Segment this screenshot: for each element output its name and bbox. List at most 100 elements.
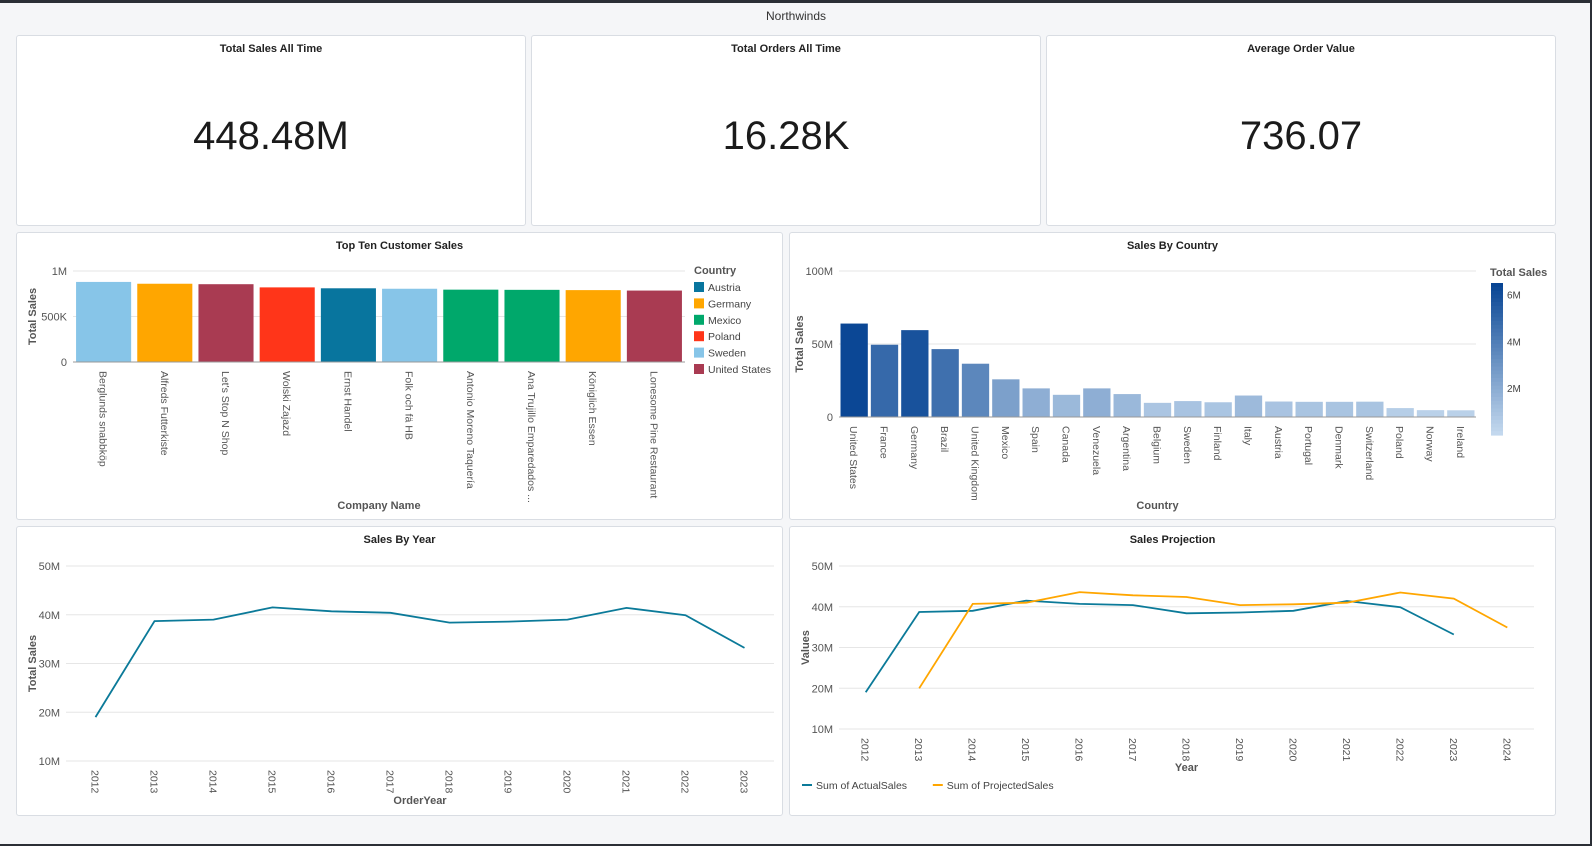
chart-panel-top-ten-customers[interactable]: Top Ten Customer Sales 0 500K 1M Total Sale… <box>16 232 783 520</box>
y-axis-title: Values <box>800 630 812 665</box>
bar <box>1356 401 1384 417</box>
window-top-border <box>0 0 1592 3</box>
y-tick-label: 50M <box>812 561 833 573</box>
legend-swatch <box>694 282 704 292</box>
x-tick-label: Norway <box>1424 426 1436 462</box>
kpi-value: 448.48M <box>193 114 349 158</box>
colorbar-segment <box>1491 343 1503 349</box>
colorbar-tick-label: 2M <box>1507 384 1521 395</box>
x-tick-label: Ernst Handel <box>341 371 353 432</box>
legend-swatch <box>694 347 704 358</box>
colorbar-segment <box>1491 305 1503 311</box>
colorbar-segment <box>1491 393 1503 398</box>
legend-swatch <box>694 364 704 374</box>
top-ten-customer-sales-chart: 0 500K 1M Total Sales Berglunds snabbköp Alfr… <box>27 265 771 512</box>
x-tick-label: 2017 <box>384 770 396 794</box>
x-tick-label: 2013 <box>912 738 924 762</box>
legend-title: Country <box>694 265 737 277</box>
bar <box>320 288 376 362</box>
colorbar-tick-label: 4M <box>1507 337 1521 348</box>
x-tick-label: Ireland <box>1454 426 1466 458</box>
x-tick-label: Antonio Moreno Taquería <box>464 371 476 489</box>
x-tick-label: 2012 <box>859 738 871 762</box>
colorbar-segment <box>1491 423 1503 428</box>
colorbar-segment <box>1491 389 1503 394</box>
x-tick-label: 2016 <box>1073 738 1085 762</box>
y-tick-label: 10M <box>39 756 60 768</box>
x-tick-label: Austria <box>1272 426 1284 459</box>
y-tick-label: 0 <box>827 412 833 424</box>
x-tick-label: Portugal <box>1302 426 1314 465</box>
sales-projection-chart: 10M 20M 30M 40M 50M Values 2012 2013 2014 2015 201… <box>800 561 1534 792</box>
kpi-card-total-orders[interactable]: Total Orders All Time 16.28K <box>531 35 1041 226</box>
legend-label: Austria <box>708 282 741 294</box>
kpi-title: Average Order Value <box>1247 43 1355 55</box>
y-tick-label: 1M <box>52 266 67 278</box>
x-tick-label: Lonesome Pine Restaurant <box>647 371 659 498</box>
colorbar-segment <box>1491 321 1503 326</box>
x-tick-label: Königlich Essen <box>586 371 598 446</box>
x-tick-label: Switzerland <box>1363 426 1375 480</box>
bar <box>1325 401 1354 417</box>
sales-by-year-chart: 10M 20M 30M 40M 50M Total Sales 2012 2013 2014 20… <box>27 561 774 807</box>
colorbar-segment <box>1491 347 1503 352</box>
x-tick-label: Belgium <box>1151 426 1163 464</box>
colorbar-segment <box>1491 397 1503 402</box>
x-tick-label: Brazil <box>938 426 950 452</box>
bar <box>443 289 499 362</box>
chart-title: Top Ten Customer Sales <box>335 240 464 252</box>
legend-label: Sum of ProjectedSales <box>947 780 1054 792</box>
x-tick-label: 2013 <box>148 770 160 794</box>
colorbar-segment <box>1491 290 1503 295</box>
y-tick-label: 20M <box>812 683 833 695</box>
colorbar-segment <box>1491 416 1503 421</box>
bar <box>1447 410 1475 417</box>
colorbar-segment <box>1491 412 1503 417</box>
chart-title: Sales Projection <box>1129 534 1216 546</box>
colorbar-segment <box>1491 381 1503 387</box>
chart-panel-sales-by-country[interactable]: Sales By Country 0 50M 100M Total Sales Unit… <box>789 232 1556 520</box>
colorbar-segment <box>1491 351 1503 356</box>
bar <box>259 287 315 362</box>
chart-panel-sales-by-year[interactable]: Sales By Year 10M 20M 30M 40M 50M Total Sales… <box>16 526 783 816</box>
legend-swatch <box>694 331 704 342</box>
kpi-card-total-sales[interactable]: Total Sales All Time 448.48M <box>16 35 526 226</box>
x-tick-label: 2014 <box>966 738 978 762</box>
x-tick-label: 2023 <box>738 770 750 794</box>
colorbar-segment <box>1491 313 1503 318</box>
colorbar-segment <box>1491 336 1503 341</box>
window-bottom-border <box>0 844 1592 846</box>
y-tick-label: 10M <box>812 724 833 736</box>
kpi-card-average-order-value[interactable]: Average Order Value 736.07 <box>1046 35 1556 226</box>
legend-label: Germany <box>708 298 752 310</box>
x-tick-label: Sweden <box>1181 426 1193 464</box>
x-tick-label: United States <box>847 426 859 489</box>
series-line <box>864 599 1455 693</box>
x-tick-label: Germany <box>908 426 920 470</box>
x-tick-label: Wolski Zajazd <box>280 371 292 436</box>
x-tick-label: Berglunds snabbköp <box>97 371 109 467</box>
series-line <box>918 591 1508 689</box>
x-tick-label: 2022 <box>1393 738 1405 762</box>
bar <box>1204 402 1232 417</box>
series-line <box>94 606 745 718</box>
x-tick-label: Italy <box>1242 426 1254 446</box>
colorbar-segment <box>1491 332 1503 337</box>
colorbar-segment <box>1491 385 1503 390</box>
colorbar-segment <box>1491 366 1503 371</box>
bar <box>626 290 682 362</box>
x-tick-label: Canada <box>1060 426 1072 463</box>
x-tick-label: Poland <box>1393 426 1405 459</box>
x-tick-label: Finland <box>1211 426 1223 461</box>
bar <box>992 379 1020 417</box>
x-tick-label: Venezuela <box>1090 426 1102 475</box>
x-tick-label: 2018 <box>443 770 455 794</box>
x-tick-label: Denmark <box>1333 426 1345 469</box>
x-tick-label: Ana Trujillo Emparedados ... <box>525 371 537 503</box>
chart-panel-sales-projection[interactable]: Sales Projection 10M 20M 30M 40M 50M Values 20… <box>789 526 1556 816</box>
x-tick-label: 2012 <box>89 770 101 794</box>
bar <box>1265 401 1293 417</box>
legend-swatch <box>694 314 704 325</box>
bar <box>565 290 621 362</box>
x-tick-label: 2017 <box>1126 738 1138 762</box>
